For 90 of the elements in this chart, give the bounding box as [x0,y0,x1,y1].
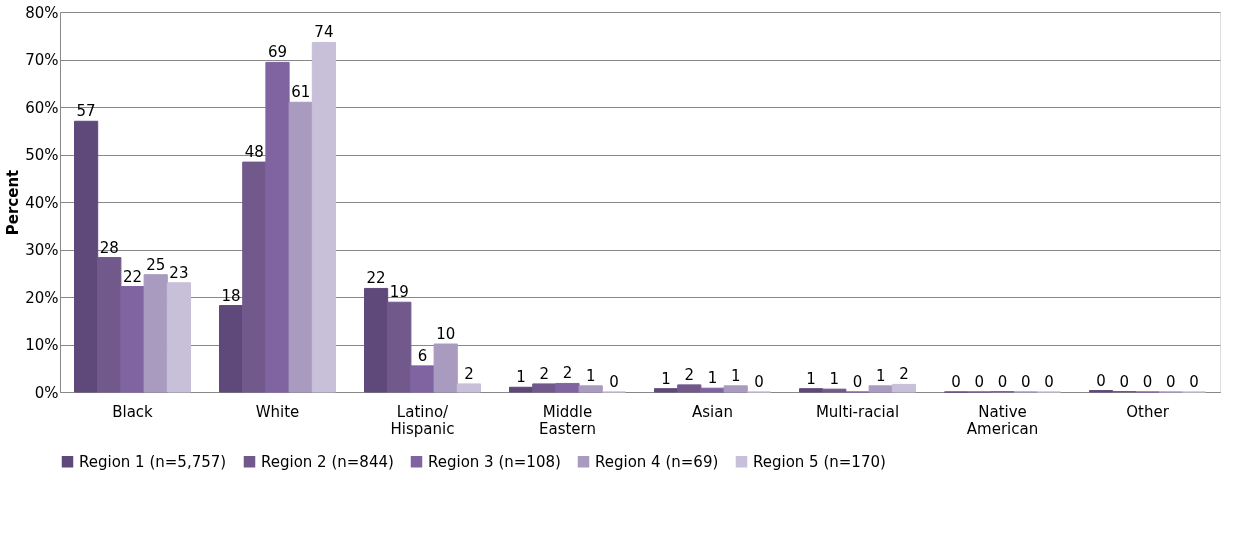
data-label: 0 [609,373,619,391]
data-label: 1 [806,369,816,388]
data-label: 2 [562,364,573,383]
x-tick-label: Multi-racial [815,402,900,421]
y-tick-label: 20% [25,288,59,307]
bar [97,257,122,393]
bar [799,388,824,393]
data-label: 1 [730,366,741,385]
data-label: 0 [1119,372,1130,391]
bar [868,385,893,393]
bar [555,382,580,393]
data-label: 74 [314,23,334,42]
y-tick-label: 40% [25,193,59,212]
y-tick-label: 10% [25,336,59,354]
data-label: 10 [436,325,456,344]
bar [509,386,534,393]
legend-label: Region 2 (n=844) [261,452,394,471]
data-label: 69 [267,43,288,62]
bar [74,120,99,393]
data-label: 22 [122,267,143,286]
x-tick-label: Middle Eastern [538,402,597,438]
data-label: 57 [76,102,96,121]
data-label: 23 [169,263,189,282]
bar [456,383,481,393]
data-label: 2 [539,364,550,383]
data-label: 48 [244,143,264,162]
x-tick-label: Other [1126,402,1170,421]
bar [387,301,412,393]
y-tick-label: 70% [25,51,59,69]
bar [433,343,458,393]
data-label: 0 [974,373,985,391]
data-label: 1 [585,366,596,385]
x-tick-label: Latino/ Hispanic [390,402,455,438]
x-tick-label: Black [112,402,154,421]
data-label: 1 [661,369,671,388]
bar [364,287,389,393]
bar [700,387,725,393]
y-tick-label: 60% [25,98,59,117]
y-tick-label: 30% [25,241,59,259]
data-label: 18 [221,286,241,305]
data-label: 25 [146,255,166,274]
y-tick-label: 50% [25,146,59,164]
data-label: 19 [389,283,409,302]
data-label: 0 [1142,373,1153,391]
bar [242,161,267,393]
bar [143,274,168,393]
data-label: 1 [516,368,526,387]
data-label: 1 [875,366,886,385]
data-label: 0 [754,373,764,391]
data-label: 0 [1020,373,1031,391]
bar [677,384,702,393]
data-label: 2 [464,364,474,383]
data-label: 1 [707,369,718,388]
x-tick-label: Asian [692,402,733,421]
legend-label: Region 5 (n=170) [753,452,886,471]
data-label: 0 [1096,371,1106,390]
y-tick-label: 0% [34,383,59,402]
bar [219,305,244,393]
bar [265,61,290,393]
y-axis-title: Percent [4,169,23,236]
data-label: 0 [951,373,961,391]
data-label: 6 [417,346,428,365]
data-label: 2 [899,365,909,384]
data-label: 0 [1165,373,1176,391]
data-label: 22 [366,269,386,288]
y-tick-label: 80% [25,3,59,22]
bar [654,388,679,393]
bar [166,282,191,393]
bar [311,41,336,393]
data-label: 28 [99,238,119,257]
legend-label: Region 3 (n=108) [428,452,561,471]
bar [822,388,847,393]
x-tick-label: Native American [966,402,1039,438]
bar [578,385,603,393]
bar [891,383,916,393]
bar [532,383,557,393]
legend-label: Region 4 (n=69) [595,452,719,471]
data-label: 1 [829,370,840,389]
data-label: 61 [291,83,311,102]
data-label: 0 [1044,373,1054,391]
data-label: 0 [997,372,1008,391]
bar [410,365,435,393]
data-label: 2 [684,365,695,384]
data-label: 0 [1189,373,1199,391]
bar [120,286,145,393]
bar [288,101,313,393]
x-tick-label: White [255,402,300,421]
bar [723,385,748,393]
data-label: 0 [852,373,863,391]
legend-label: Region 1 (n=5,757) [79,452,227,471]
